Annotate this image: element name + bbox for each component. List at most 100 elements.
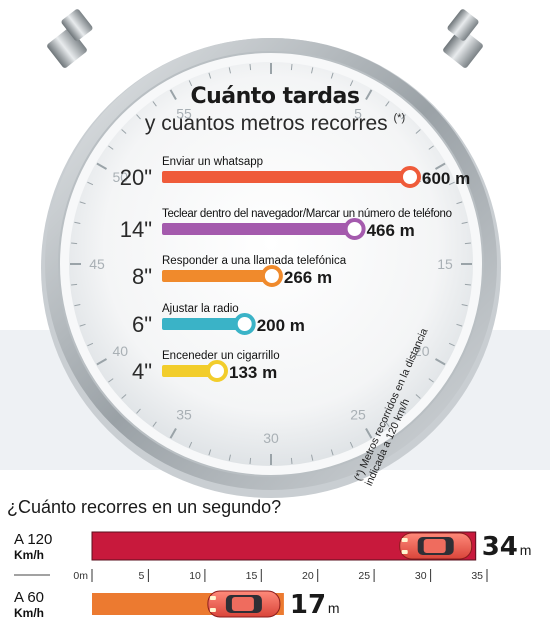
dial-tick	[249, 457, 252, 464]
bar-row: 14" Teclear dentro del navegador/Marcar u…	[120, 208, 452, 242]
value-label: 600 m	[422, 169, 470, 188]
dial-label: 45	[89, 256, 105, 272]
axis-tick-label: 35	[471, 570, 483, 582]
dial-tick	[365, 89, 373, 100]
bar-end-marker	[206, 360, 228, 382]
dial-tick	[290, 457, 293, 464]
dial-tick	[461, 304, 468, 307]
speed-value: 34	[482, 532, 518, 562]
stopwatch-left-button	[47, 9, 93, 68]
dial-tick	[188, 80, 193, 87]
dial-tick	[448, 342, 455, 347]
bar-end-marker	[233, 313, 256, 335]
dial-label: 50	[113, 169, 129, 185]
dial-tick	[108, 145, 114, 150]
speed-value-unit: m	[328, 600, 340, 616]
dial-label: 25	[350, 407, 366, 423]
dial-tick	[136, 114, 141, 120]
dial-tick	[169, 428, 177, 439]
dial-label: 30	[263, 430, 279, 446]
dial-ticks	[70, 63, 472, 465]
dial-tick	[79, 201, 86, 205]
bar	[162, 223, 355, 235]
dial-tick	[401, 114, 406, 120]
dial-label: 35	[176, 407, 192, 423]
dial-tick	[152, 101, 157, 107]
bar-end-marker	[343, 218, 366, 240]
value-label: 200 m	[257, 316, 305, 335]
axis-tick-label: 5	[139, 570, 145, 582]
bar-row: 20" Enviar un whatsapp 600 m	[120, 156, 470, 190]
speed-unit-label: Km/h	[14, 606, 44, 620]
axis-tick-label: 10	[189, 570, 201, 582]
dial-label: 15	[437, 256, 453, 272]
activity-label: Ajustar la radio	[162, 303, 239, 315]
dial-tick	[428, 145, 434, 150]
dial-tick	[208, 72, 212, 79]
chart-subtitle-text: y cuantos metros recorres	[144, 112, 388, 135]
dial-tick	[385, 421, 390, 427]
dial-tick	[435, 162, 446, 170]
dial-tick	[330, 72, 334, 79]
bar-row: 8" Responder a una llamada telefónica266 …	[132, 255, 347, 289]
value-label: 466 m	[367, 221, 415, 240]
stopwatch-right-button	[443, 9, 483, 68]
dial-tick	[108, 378, 114, 383]
dial-tick	[96, 358, 107, 366]
activity-label: Enviar un whatsapp	[162, 156, 263, 168]
dial-tick	[228, 454, 231, 461]
axis-tick-label: 25	[358, 570, 370, 582]
dial-tick	[79, 323, 86, 327]
car-icon	[399, 532, 473, 560]
speed-label: A 60	[14, 589, 44, 606]
dial-tick	[71, 242, 78, 245]
activity-label: Enceneder un cigarrillo	[162, 350, 280, 362]
speed-unit-label: Km/h	[14, 548, 44, 562]
time-label: 14"	[120, 217, 152, 242]
activity-label: Responder a una llamada telefónica	[162, 255, 347, 267]
section-title: ¿Cuánto recorres en un segundo?	[7, 497, 282, 517]
dial-tick	[401, 408, 406, 414]
dial-tick	[385, 101, 390, 107]
dial-tick	[330, 449, 334, 456]
time-label: 20"	[120, 165, 152, 190]
dial-label: 40	[113, 343, 129, 359]
speed-label: A 120	[14, 531, 52, 548]
bar	[162, 171, 410, 183]
dial-tick	[290, 64, 293, 71]
time-label: 6"	[132, 312, 152, 337]
chart-subtitle: y cuantos metros recorres (*)	[0, 112, 550, 136]
dial-tick	[228, 67, 231, 74]
dial-tick	[188, 441, 193, 448]
dial-tick	[136, 408, 141, 414]
dial-tick	[74, 304, 81, 307]
dial-label: 20	[414, 343, 430, 359]
bar-row: 6" Ajustar la radio 200 m	[132, 303, 305, 337]
dial-tick	[311, 67, 314, 74]
dial-tick	[456, 201, 463, 205]
dial-tick	[152, 421, 157, 427]
bar-end-marker	[399, 166, 421, 188]
dial-label: 55	[176, 105, 192, 121]
bar-end-marker	[260, 265, 283, 287]
dial-tick	[71, 283, 78, 286]
dial-tick	[365, 428, 373, 439]
speed-value-unit: m	[520, 542, 532, 558]
dial-tick	[415, 129, 421, 134]
dial-tick	[464, 283, 471, 286]
distance-bars: 20" Enviar un whatsapp 600 m 14" Teclear den…	[120, 156, 470, 384]
dial-tick	[349, 441, 354, 448]
activity-label: Teclear dentro del navegador/Marcar un n…	[162, 208, 452, 220]
dial-tick	[96, 162, 107, 170]
value-label: 133 m	[229, 363, 277, 382]
subtitle-mark: (*)	[393, 112, 406, 124]
value-label: 266 m	[284, 268, 332, 287]
bar	[162, 318, 245, 330]
dial-tick	[415, 394, 421, 399]
axis-tick-label: 30	[415, 570, 427, 582]
